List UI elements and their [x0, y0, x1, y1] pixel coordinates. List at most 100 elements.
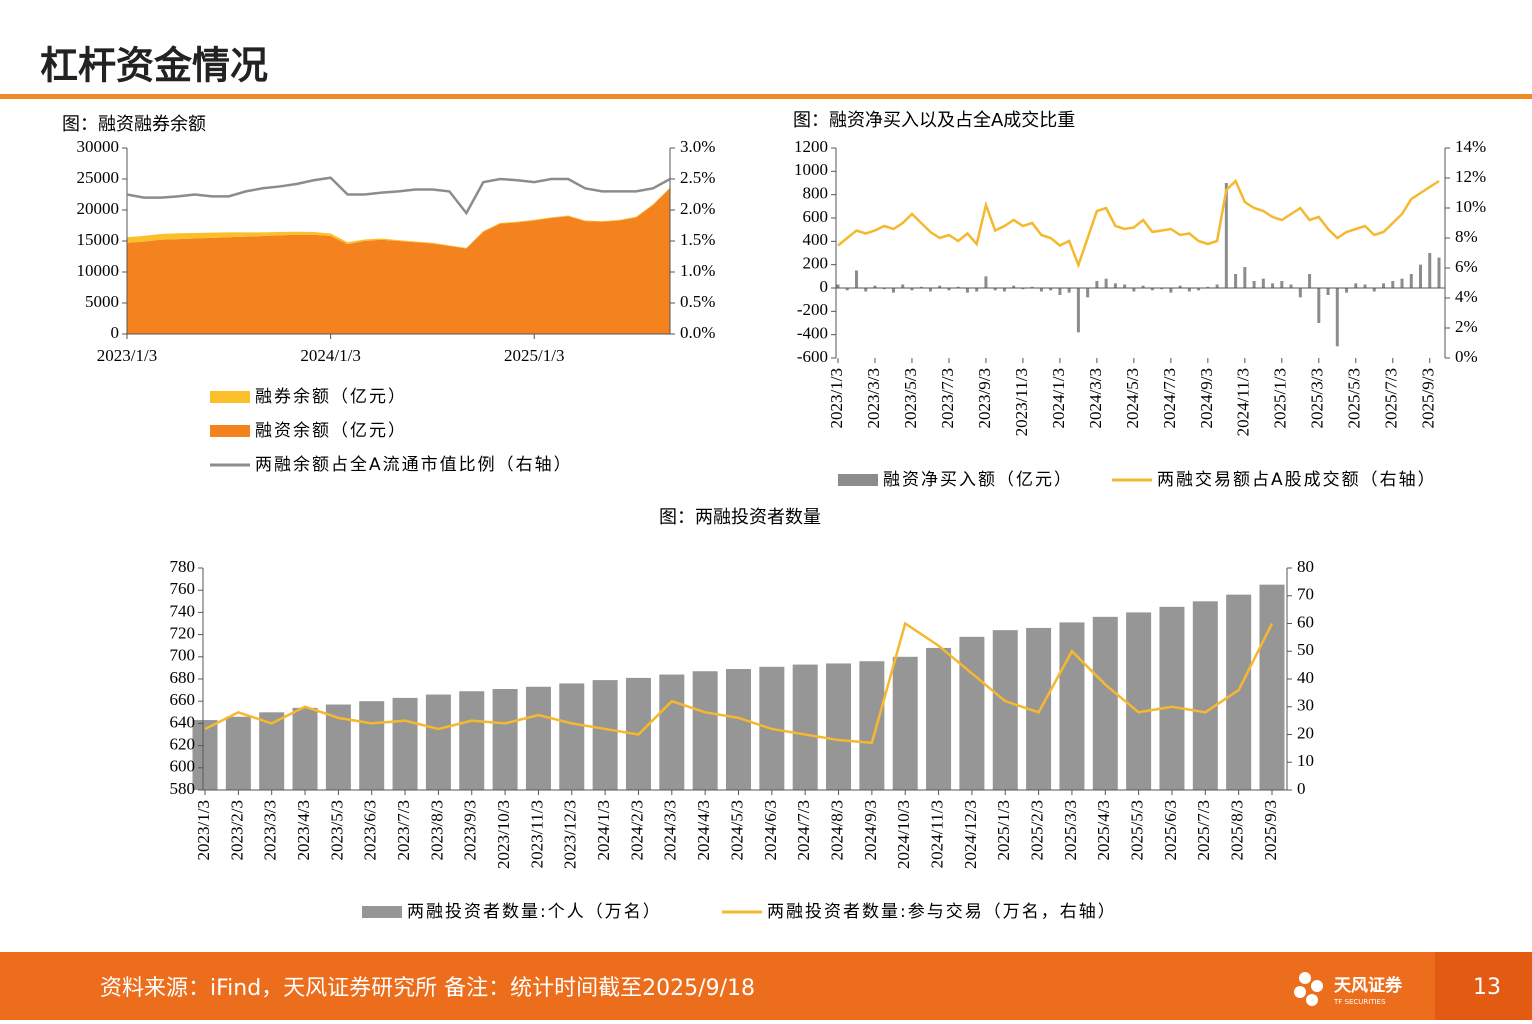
y2-tick-label: 4%	[1455, 287, 1478, 306]
x-tick-label: 2025/7/3	[1194, 800, 1213, 860]
y2-tick-label: 50	[1297, 640, 1314, 659]
x-tick-label: 2024/8/3	[827, 800, 846, 860]
y-tick-label: 680	[170, 668, 196, 687]
y-tick-label: -200	[797, 300, 828, 319]
legend-label: 两融投资者数量:个人（万名）	[407, 902, 662, 922]
x-tick-label: 2024/3/3	[661, 800, 680, 860]
x-tick-label: 2023/3/3	[864, 368, 883, 428]
bar	[854, 270, 858, 288]
y2-tick-label: 0%	[1455, 347, 1478, 366]
bar	[1226, 594, 1252, 790]
y2-tick-label: 1.5%	[680, 230, 715, 249]
bar	[726, 669, 751, 790]
page-number-block	[1435, 952, 1532, 1020]
bar	[892, 656, 918, 790]
legend-swatch	[362, 906, 402, 918]
bar	[1259, 584, 1285, 790]
bar	[859, 661, 885, 790]
bar	[1308, 274, 1312, 288]
x-tick-label: 2025/2/3	[1028, 800, 1047, 860]
y2-tick-label: 80	[1297, 557, 1314, 576]
x-tick-label: 2023/7/3	[938, 368, 957, 428]
x-tick-label: 2023/7/3	[394, 800, 413, 860]
x-tick-label: 2024/11/3	[927, 800, 946, 868]
x-tick-label: 2023/1/3	[97, 346, 157, 365]
bar	[919, 286, 923, 288]
bar	[873, 285, 877, 288]
y-tick-label: 15000	[77, 230, 120, 249]
bar	[901, 284, 905, 288]
y2-tick-label: 0	[1297, 779, 1306, 798]
chart-title: 图：两融投资者数量	[659, 507, 821, 528]
bar	[1428, 253, 1432, 288]
y-tick-label: 25000	[77, 168, 120, 187]
bar	[1298, 288, 1302, 298]
bar	[1092, 616, 1118, 790]
x-tick-label: 2023/9/3	[461, 800, 480, 860]
bar	[1159, 606, 1185, 790]
bar	[836, 284, 840, 288]
bar	[1345, 288, 1349, 293]
area	[127, 188, 670, 334]
bar	[1123, 284, 1127, 288]
bar	[992, 630, 1018, 790]
y-tick-label: 30000	[77, 137, 120, 156]
x-tick-label: 2025/5/3	[1345, 368, 1364, 428]
chart-title: 图：融资净买入以及占全A成交比重	[793, 110, 1075, 131]
area	[127, 187, 670, 249]
legend-label: 融资净买入额（亿元）	[883, 470, 1073, 490]
bar	[910, 288, 914, 291]
y-tick-label: 400	[803, 230, 829, 249]
x-tick-label: 2023/10/3	[494, 800, 513, 869]
bar	[292, 707, 318, 790]
x-tick-label: 2024/9/3	[861, 800, 880, 860]
y-tick-label: 10000	[77, 261, 120, 280]
x-tick-label: 2023/1/3	[827, 368, 846, 428]
y2-tick-label: 20	[1297, 723, 1314, 742]
bar	[938, 285, 942, 288]
bar	[1021, 288, 1025, 290]
y-tick-label: 580	[170, 779, 196, 798]
bar	[659, 674, 685, 790]
bar	[1224, 183, 1228, 288]
x-tick-label: 2024/1/3	[300, 346, 360, 365]
y2-tick-label: 1.0%	[680, 261, 715, 280]
bar	[1132, 288, 1136, 292]
x-tick-label: 2023/8/3	[427, 800, 446, 860]
bar	[1280, 281, 1284, 288]
bar	[559, 683, 585, 790]
x-tick-label: 2025/4/3	[1094, 800, 1113, 860]
bar	[1049, 288, 1053, 291]
bar	[1126, 612, 1152, 790]
logo-subtext: TF SECURITIES	[1333, 998, 1386, 1006]
bar	[1215, 284, 1219, 288]
x-tick-label: 2023/2/3	[227, 800, 246, 860]
bar	[1076, 288, 1080, 333]
y2-tick-label: 10%	[1455, 197, 1486, 216]
x-tick-label: 2023/3/3	[261, 800, 280, 860]
bar	[1372, 288, 1376, 292]
y-tick-label: 700	[170, 646, 196, 665]
bar	[1197, 288, 1201, 291]
bar	[1012, 285, 1016, 288]
bar	[1317, 288, 1321, 323]
y2-tick-label: 8%	[1455, 227, 1478, 246]
y-tick-label: 640	[170, 712, 196, 731]
bar	[984, 276, 988, 288]
x-tick-label: 2024/5/3	[1123, 368, 1142, 428]
legend-label: 两融交易额占A股成交额（右轴）	[1157, 470, 1437, 490]
x-tick-label: 2023/11/3	[1012, 368, 1031, 436]
y-tick-label: -400	[797, 324, 828, 343]
bar	[1382, 283, 1386, 288]
bar	[1141, 285, 1145, 288]
bar	[492, 688, 518, 790]
x-tick-label: 2024/2/3	[627, 800, 646, 860]
y2-tick-label: 14%	[1455, 137, 1486, 156]
bar	[1095, 281, 1099, 288]
x-tick-label: 2024/4/3	[694, 800, 713, 860]
bar	[864, 288, 868, 292]
bar	[826, 663, 852, 790]
y-tick-label: 0	[820, 277, 829, 296]
x-tick-label: 2023/12/3	[561, 800, 580, 869]
x-tick-label: 2023/5/3	[327, 800, 346, 860]
